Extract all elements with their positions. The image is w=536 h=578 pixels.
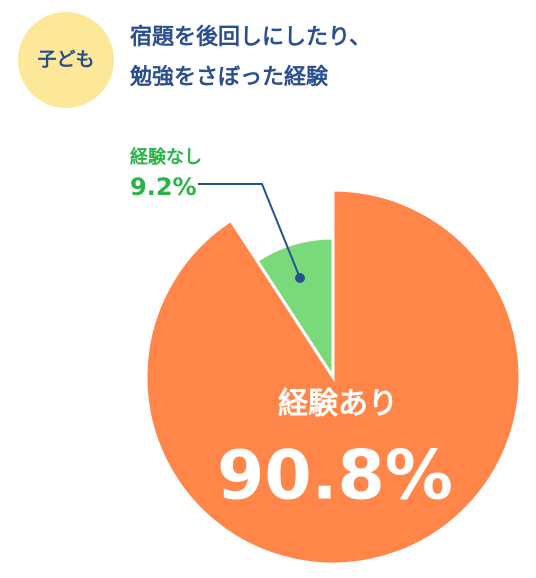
chart-title: 宿題を後回しにしたり、 (130, 24, 371, 50)
slice-label: 経験なし (130, 146, 202, 168)
slice-label: 経験あり (278, 387, 398, 422)
slice-value-label: 9.2% (130, 173, 197, 201)
leader-line (198, 183, 301, 279)
badge-text: 子ども (37, 49, 94, 71)
chart-title: 勉強をさぼった経験 (129, 64, 329, 90)
pie-slice (254, 236, 335, 383)
leader-dot (295, 273, 305, 283)
slice-value-label: 90.8% (217, 437, 453, 516)
badge-circle (18, 12, 114, 108)
